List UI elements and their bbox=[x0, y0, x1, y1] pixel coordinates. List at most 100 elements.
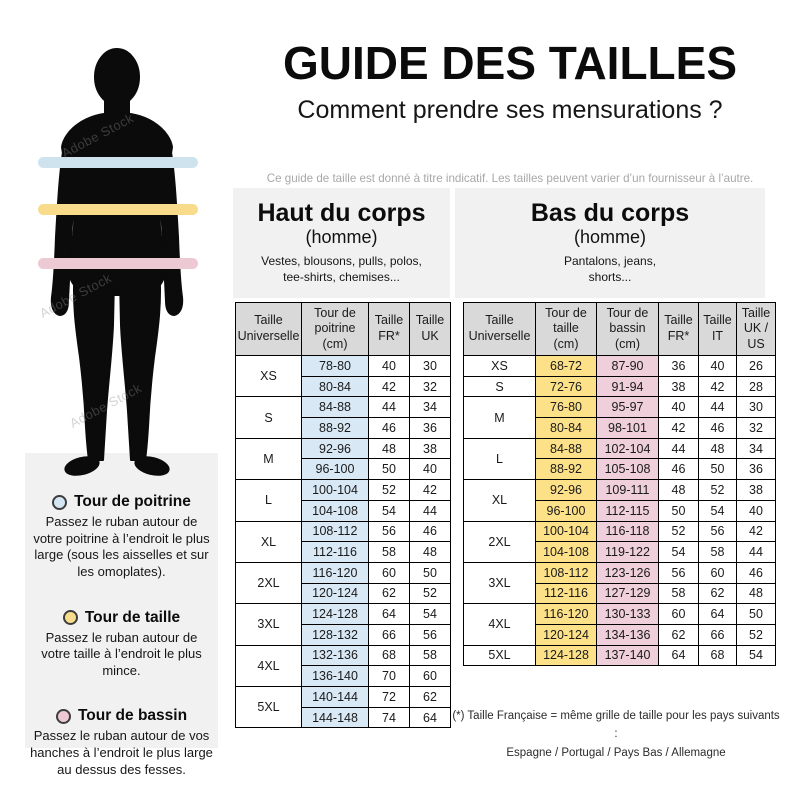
measure-cell: 80-84 bbox=[301, 375, 369, 398]
size-cell: 4XL bbox=[235, 644, 302, 688]
table-row: M 92-96 48 38 bbox=[235, 437, 451, 481]
measure-cell: 128-132 bbox=[301, 623, 369, 646]
measure-cell: 104-108 bbox=[301, 499, 369, 522]
measure-cell: 46 bbox=[368, 417, 410, 439]
measure-cell: 123-126 bbox=[596, 561, 659, 584]
measure-cell: 42 bbox=[698, 375, 737, 398]
measure-cell: 120-124 bbox=[535, 623, 597, 646]
measure-cell: 50 bbox=[368, 458, 410, 481]
column-header: Taille UK / US bbox=[736, 302, 776, 356]
legend-item-poitrine: Tour de poitrine Passez le ruban autour … bbox=[25, 493, 218, 581]
measure-cell: 120-124 bbox=[301, 582, 369, 605]
column-header: Taille FR* bbox=[368, 302, 410, 356]
measure-cell: 48 bbox=[698, 437, 737, 460]
lower-body-table: Taille Universelle Tour de taille (cm) Tou… bbox=[463, 302, 776, 667]
measure-cell: 72 bbox=[368, 686, 410, 708]
measure-cell: 88-92 bbox=[301, 417, 369, 439]
size-cell: M bbox=[235, 437, 302, 481]
measure-cell: 54 bbox=[368, 499, 410, 522]
measure-cell: 44 bbox=[409, 499, 451, 522]
table-row: 3XL 108-112 123-126 56 60 46 bbox=[463, 561, 776, 605]
size-cell: 3XL bbox=[463, 561, 536, 605]
size-cell: 3XL bbox=[235, 603, 302, 646]
column-header: Taille IT bbox=[698, 302, 737, 356]
table-row: 112-116 127-129 58 62 48 bbox=[464, 582, 776, 605]
table-row: 96-100 112-115 50 54 40 bbox=[464, 499, 776, 522]
measure-cell: 46 bbox=[658, 458, 699, 481]
table-row: 5XL 140-144 72 62 bbox=[235, 685, 451, 729]
measure-cell: 68 bbox=[698, 644, 737, 667]
right-foot-shape bbox=[134, 456, 170, 476]
measure-cell: 46 bbox=[409, 520, 451, 543]
measure-cell: 91-94 bbox=[596, 375, 659, 398]
column-header: Tour de poitrine (cm) bbox=[301, 302, 369, 356]
measure-cell: 116-120 bbox=[301, 561, 369, 584]
measure-cell: 124-128 bbox=[301, 603, 369, 625]
upper-body-table: Taille Universelle Tour de poitrine (cm) T… bbox=[235, 302, 451, 729]
legend-title: Tour de poitrine bbox=[74, 493, 191, 510]
measure-cell: 76-80 bbox=[535, 396, 597, 419]
measure-cell: 46 bbox=[698, 417, 737, 439]
measure-cell: 88-92 bbox=[535, 458, 597, 481]
measure-cell: 62 bbox=[368, 582, 410, 605]
size-cell: S bbox=[235, 396, 302, 439]
measure-cell: 44 bbox=[736, 541, 776, 563]
size-cell: 2XL bbox=[235, 561, 302, 605]
size-cell: L bbox=[235, 479, 302, 522]
measure-cell: 108-112 bbox=[535, 561, 597, 584]
measure-cell: 62 bbox=[658, 623, 699, 646]
measure-cell: 68 bbox=[368, 644, 410, 667]
measure-cell: 60 bbox=[658, 603, 699, 625]
table-row: S 84-88 44 34 bbox=[235, 396, 451, 439]
legend-head: Tour de bassin bbox=[25, 707, 218, 725]
measure-cell: 44 bbox=[658, 437, 699, 460]
legend-text: Passez le ruban autour de vos hanches à … bbox=[30, 728, 213, 777]
measure-cell: 124-128 bbox=[535, 644, 597, 667]
measure-cell: 50 bbox=[658, 499, 699, 522]
measure-cell: 42 bbox=[409, 479, 451, 501]
measure-cell: 127-129 bbox=[596, 582, 659, 605]
size-cell: 5XL bbox=[235, 685, 302, 729]
measure-cell: 105-108 bbox=[596, 458, 659, 481]
table-row: 3XL 124-128 64 54 bbox=[235, 603, 451, 646]
chest-band bbox=[38, 157, 198, 168]
measure-cell: 36 bbox=[736, 458, 776, 481]
measure-cell: 130-133 bbox=[596, 603, 659, 625]
measure-cell: 56 bbox=[698, 520, 737, 543]
table-row: 128-132 66 56 bbox=[236, 623, 451, 646]
measure-cell: 74 bbox=[368, 706, 410, 729]
measure-cell: 26 bbox=[736, 355, 776, 377]
measure-cell: 42 bbox=[658, 417, 699, 439]
table-row: 88-92 46 36 bbox=[236, 417, 451, 439]
waist-band bbox=[38, 204, 198, 215]
page-title: GUIDE DES TAILLES bbox=[282, 37, 738, 89]
legend-head: Tour de taille bbox=[25, 609, 218, 627]
measure-cell: 84-88 bbox=[301, 396, 369, 419]
measure-cell: 70 bbox=[368, 665, 410, 687]
header-row: Taille Universelle Tour de taille (cm) Tou… bbox=[463, 302, 776, 356]
size-cell: XS bbox=[235, 354, 302, 398]
disclaimer-text: Ce guide de taille est donné à titre ind… bbox=[266, 171, 754, 185]
lower-section-title: Bas du corps bbox=[530, 199, 690, 227]
measure-cell: 40 bbox=[698, 355, 737, 377]
measure-cell: 34 bbox=[409, 396, 451, 419]
measure-cell: 64 bbox=[698, 603, 737, 625]
table-row: M 76-80 95-97 40 44 30 bbox=[463, 396, 776, 439]
measure-cell: 60 bbox=[698, 561, 737, 584]
legend-panel: Tour de poitrine Passez le ruban autour … bbox=[25, 453, 218, 777]
table-row: S 72-76 91-94 38 42 28 bbox=[463, 375, 776, 398]
size-cell: XL bbox=[463, 479, 536, 522]
table-row: 5XL 124-128 137-140 64 68 54 bbox=[463, 644, 776, 667]
measure-cell: 98-101 bbox=[596, 417, 659, 439]
table-row: XL 108-112 56 46 bbox=[235, 520, 451, 563]
measure-cell: 112-116 bbox=[301, 541, 369, 563]
measure-cell: 56 bbox=[658, 561, 699, 584]
measure-cell: 54 bbox=[409, 603, 451, 625]
table-row: L 100-104 52 42 bbox=[235, 479, 451, 522]
legend-text: Passez le ruban autour de votre taille à… bbox=[41, 629, 202, 678]
measure-cell: 48 bbox=[409, 541, 451, 563]
measure-cell: 54 bbox=[736, 644, 776, 667]
table-row: 120-124 134-136 62 66 52 bbox=[464, 623, 776, 646]
measure-cell: 84-88 bbox=[535, 437, 597, 460]
table-row: 104-108 119-122 54 58 44 bbox=[464, 541, 776, 563]
